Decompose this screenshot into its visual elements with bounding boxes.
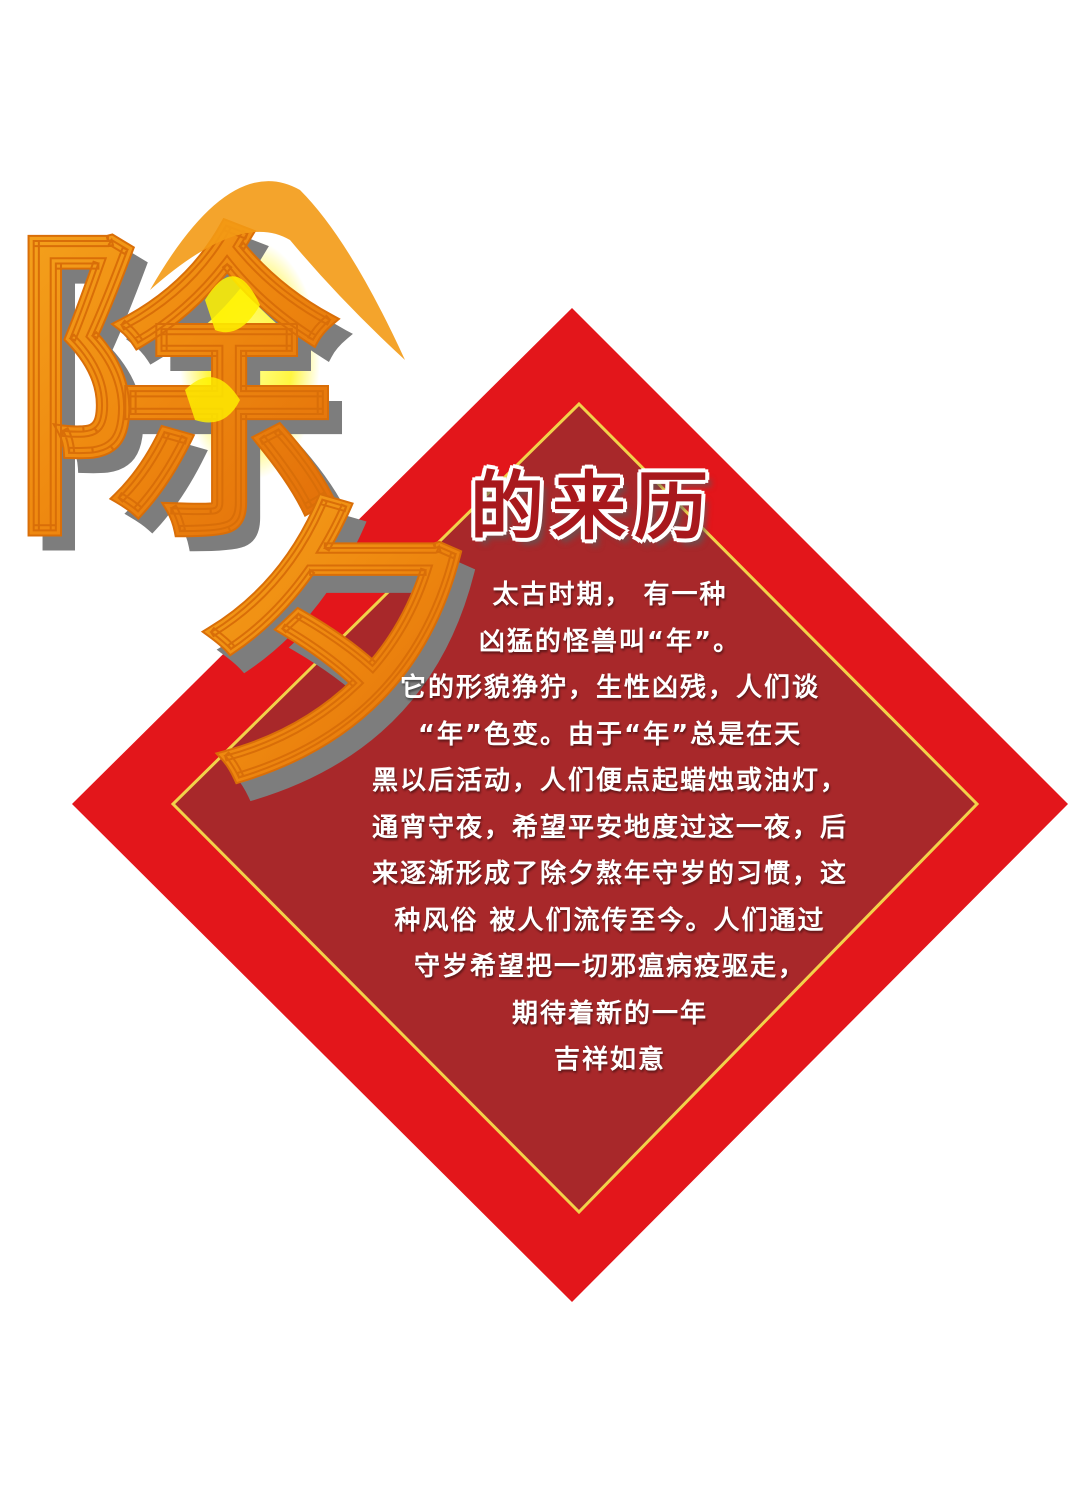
title-highlight-stroke <box>205 276 260 333</box>
story-line: 它的形貌狰狞，生性凶残，人们谈 <box>399 673 820 703</box>
story-line: 守岁希望把一切邪瘟病疫驱走， <box>413 952 806 982</box>
story-line: 吉祥如意 <box>553 1045 666 1075</box>
subtitle: 的来历 <box>470 464 716 550</box>
story-line: 期待着新的一年 <box>511 998 708 1029</box>
big-title-char-1: 除 <box>8 195 343 583</box>
big-title-char-2-shadow: 夕 <box>202 488 502 841</box>
story-line: “年”色变。由于“年”总是在天 <box>417 719 803 750</box>
story-line: 黑以后活动，人们便点起蜡烛或油灯， <box>371 766 848 796</box>
story-line: 凶猛的怪兽叫“年”。 <box>478 626 742 657</box>
story-text: 太古时期， 有一种 凶猛的怪兽叫“年”。 它的形貌狰狞，生性凶残，人们谈 “年”… <box>300 572 920 1084</box>
title-swoosh <box>150 181 405 360</box>
big-title-char-2: 夕 <box>188 470 488 823</box>
story-line: 通宵守夜，希望平安地度过这一夜，后 <box>371 812 848 843</box>
big-title-char-1-shadow: 除 <box>22 210 357 598</box>
title-highlight-stroke-2 <box>185 377 240 423</box>
inner-diamond <box>170 401 980 1215</box>
story-line: 种风俗 被人们流传至今。人们通过 <box>394 905 826 936</box>
story-line: 太古时期， 有一种 <box>492 580 728 610</box>
story-line: 来逐渐形成了除夕熬年守岁的习惯，这 <box>371 859 848 889</box>
